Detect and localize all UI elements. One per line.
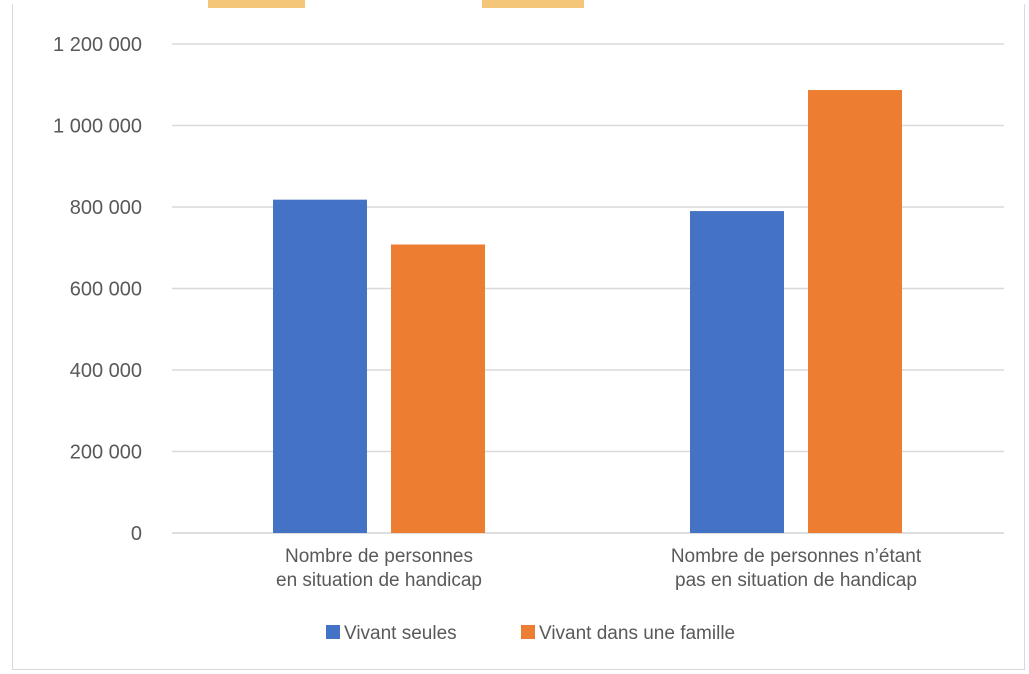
y-tick-label: 1 200 000 [53,34,142,56]
legend-swatch-1 [521,625,535,639]
y-axis-tick-labels: 0 200 000 400 000 600 000 800 000 1 000 000 1 … [53,34,142,545]
y-tick-label: 600 000 [70,279,142,301]
x-category-label-line: Nombre de personnes [285,546,473,567]
y-tick-label: 1 000 000 [53,116,142,138]
legend-label-0: Vivant seules [344,623,457,644]
legend-label-1: Vivant dans une famille [539,623,735,644]
top-highlight-tab-right [482,0,584,8]
x-axis-category-labels: Nombre de personnes en situation de handi… [276,546,922,591]
legend-swatch-0 [326,625,340,639]
y-tick-label: 0 [131,523,142,545]
x-category-label-line: pas en situation de handicap [675,570,917,591]
top-highlight-tab-left [208,0,305,8]
y-tick-label: 400 000 [70,360,142,382]
x-category-label-line: en situation de handicap [276,570,482,591]
bar-series-1-category-0 [391,244,485,534]
legend: Vivant seules Vivant dans une famille [326,623,735,644]
y-tick-label: 200 000 [70,442,142,464]
y-tick-label: 800 000 [70,197,142,219]
x-category-label-line: Nombre de personnes n’étant [671,546,922,567]
bar-series-0-category-1 [690,211,784,533]
bars [273,90,902,534]
bar-series-1-category-1 [808,90,902,534]
bar-series-0-category-0 [273,199,367,534]
